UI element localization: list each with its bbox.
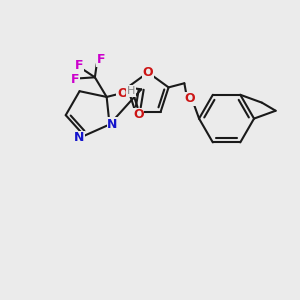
Text: O: O: [133, 108, 144, 122]
Text: O: O: [143, 66, 153, 79]
Text: F: F: [97, 53, 105, 66]
Text: F: F: [75, 59, 83, 72]
Text: O: O: [117, 86, 128, 100]
Text: N: N: [74, 131, 85, 144]
Text: H: H: [127, 86, 135, 96]
Text: O: O: [184, 92, 195, 106]
Text: F: F: [71, 73, 80, 86]
Text: N: N: [107, 118, 118, 131]
